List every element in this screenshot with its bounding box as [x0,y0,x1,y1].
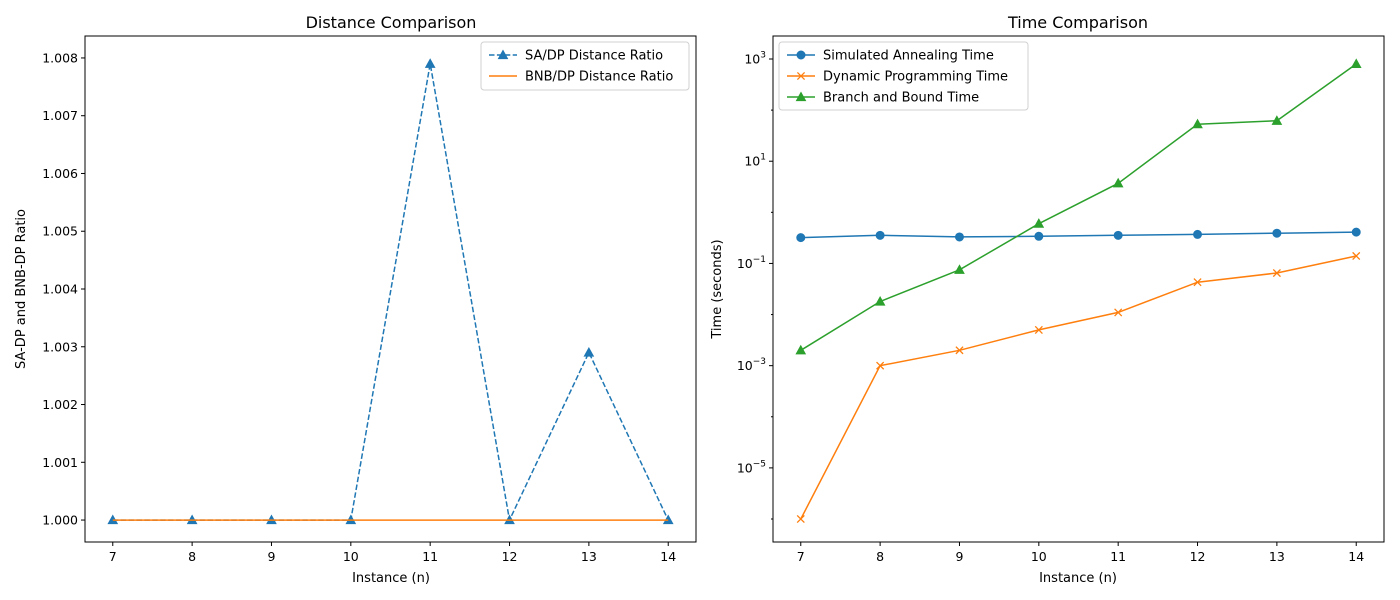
y-tick-label: 1.001 [42,455,78,470]
data-point [1271,115,1283,125]
x-axis: 7 8 9 10 11 12 13 14 [797,542,1364,564]
x-tick-label: 10 [343,549,359,564]
series-line [800,63,1357,351]
plot-area [795,58,1362,524]
data-point [954,232,964,242]
x-tick-label: 13 [1269,549,1285,564]
legend-marker [796,71,806,81]
y-tick-label: 1.002 [42,397,78,412]
y-axis: 10−5 10−3 10−1 101 103 [737,51,773,520]
series-line [800,231,1357,239]
y-tick-label: 1.000 [42,513,78,528]
data-point [796,514,805,524]
data-point [1112,177,1124,188]
series-dynamic-programming-time [796,251,1361,524]
x-tick-label: 7 [109,549,117,564]
data-point [875,230,885,240]
legend-label: BNB/DP Distance Ratio [525,70,673,85]
chart-title: Time Comparison [1007,13,1148,32]
data-point [1113,230,1123,240]
data-point [1114,308,1123,317]
legend-item-sa-dp-distance-ratio: SA/DP Distance Ratio [489,49,663,64]
plot-area-frame [772,35,1385,543]
data-point [874,295,886,306]
legend-box [778,41,1029,111]
chart-title: Distance Comparison [306,13,477,32]
data-point [1033,218,1045,228]
data-point [1352,251,1361,261]
x-axis-label: Instance (n) [352,571,430,586]
y-axis-label: Time (seconds) [710,239,725,339]
x-tick-label: 13 [581,549,597,564]
legend-label: Dynamic Programming Time [823,70,1008,85]
data-point [796,233,806,243]
data-point [583,347,595,357]
data-point [954,264,965,274]
plot-area [107,58,674,525]
y-tick-label: 1.004 [42,282,78,297]
y-tick-label: 103 [744,51,766,67]
data-point [424,58,436,68]
x-tick-label: 11 [1110,549,1126,564]
data-point [1193,278,1202,287]
x-tick-label: 14 [1348,549,1364,564]
data-point [1350,58,1362,69]
y-tick-label: 101 [744,153,766,169]
legend-label: SA/DP Distance Ratio [525,49,663,64]
data-point [1272,228,1282,238]
data-point [1034,325,1043,335]
data-point [876,361,885,370]
x-tick-label: 9 [267,549,275,564]
y-tick-label: 1.008 [42,50,78,65]
series-line [800,255,1357,520]
legend-marker [795,91,807,102]
x-tick-label: 8 [876,549,884,564]
data-point [1272,268,1281,278]
x-tick-label: 9 [955,549,963,564]
y-axis: 1.000 1.001 1.002 1.003 1.004 1.005 1.006 1.007… [42,50,85,528]
y-tick-label: 10−1 [737,255,766,271]
data-point [1351,227,1361,237]
legend-label: Branch and Bound Time [823,91,979,106]
series-simulated-annealing-time [796,227,1361,243]
x-tick-label: 7 [797,549,805,564]
legend-marker [497,49,509,60]
y-axis-label: SA-DP and BNB-DP Ratio [14,209,29,369]
y-tick-label: 1.006 [42,166,78,181]
legend-box [480,41,690,91]
data-point [1034,231,1044,241]
legend: Simulated Annealing Time Dynamic Programm… [778,41,1029,111]
legend: SA/DP Distance Ratio BNB/DP Distance Rati… [480,41,690,91]
x-tick-label: 14 [660,549,676,564]
distance-comparison-chart: Distance Comparison 1.000 1.001 1.002 1.003… [14,13,697,586]
y-tick-label: 1.005 [42,224,78,239]
x-axis: 7 8 9 10 11 12 13 14 [109,542,676,564]
data-point [955,346,964,355]
legend-label: Simulated Annealing Time [823,49,994,64]
y-tick-label: 10−3 [737,357,766,373]
time-comparison-chart: Time Comparison 10−5 10−3 10−1 101 103 7 8 9 10… [710,13,1385,586]
series-line [112,63,669,523]
x-tick-label: 11 [422,549,438,564]
data-point [795,344,807,355]
y-tick-label: 1.003 [42,339,78,354]
legend-marker [796,50,806,60]
legend-item-bnb-dp-distance-ratio: BNB/DP Distance Ratio [489,70,673,85]
x-axis-label: Instance (n) [1039,571,1117,586]
legend-item-dynamic-programming-time: Dynamic Programming Time [787,70,1008,85]
x-tick-label: 12 [1190,549,1206,564]
legend-item-simulated-annealing-time: Simulated Annealing Time [787,49,994,64]
x-tick-label: 12 [502,549,518,564]
x-tick-label: 10 [1031,549,1047,564]
data-point [1193,229,1203,239]
x-tick-label: 8 [188,549,196,564]
y-tick-label: 10−5 [737,459,766,475]
data-point [1192,118,1203,129]
series-branch-and-bound-time [795,58,1362,355]
y-tick-label: 1.007 [42,108,78,123]
legend-item-branch-and-bound-time: Branch and Bound Time [787,91,979,106]
